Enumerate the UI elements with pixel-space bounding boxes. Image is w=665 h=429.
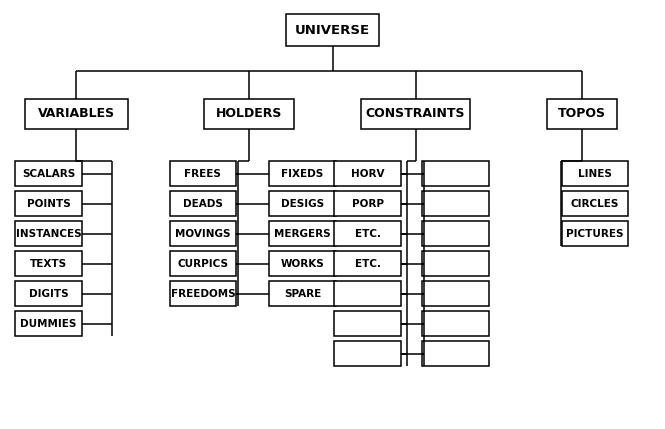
FancyBboxPatch shape bbox=[334, 281, 401, 306]
Text: VARIABLES: VARIABLES bbox=[38, 107, 115, 120]
Text: CIRCLES: CIRCLES bbox=[571, 199, 619, 209]
FancyBboxPatch shape bbox=[25, 99, 128, 129]
Text: CURPICS: CURPICS bbox=[178, 259, 228, 269]
FancyBboxPatch shape bbox=[422, 251, 489, 276]
Text: MOVINGS: MOVINGS bbox=[175, 229, 231, 239]
FancyBboxPatch shape bbox=[334, 341, 401, 366]
FancyBboxPatch shape bbox=[422, 221, 489, 246]
Text: FREES: FREES bbox=[184, 169, 221, 179]
Text: LINES: LINES bbox=[579, 169, 612, 179]
FancyBboxPatch shape bbox=[562, 191, 628, 216]
Text: SCALARS: SCALARS bbox=[22, 169, 75, 179]
FancyBboxPatch shape bbox=[170, 251, 236, 276]
FancyBboxPatch shape bbox=[15, 191, 82, 216]
FancyBboxPatch shape bbox=[269, 281, 336, 306]
FancyBboxPatch shape bbox=[422, 341, 489, 366]
Text: DESIGS: DESIGS bbox=[281, 199, 324, 209]
Text: ETC.: ETC. bbox=[354, 259, 381, 269]
FancyBboxPatch shape bbox=[422, 191, 489, 216]
FancyBboxPatch shape bbox=[269, 221, 336, 246]
Text: PICTURES: PICTURES bbox=[567, 229, 624, 239]
FancyBboxPatch shape bbox=[334, 161, 401, 186]
Text: FREEDOMS: FREEDOMS bbox=[170, 289, 235, 299]
Text: WORKS: WORKS bbox=[281, 259, 325, 269]
Text: TOPOS: TOPOS bbox=[558, 107, 606, 120]
Text: ETC.: ETC. bbox=[354, 229, 381, 239]
Text: POINTS: POINTS bbox=[27, 199, 70, 209]
Text: DEADS: DEADS bbox=[183, 199, 223, 209]
Text: FIXEDS: FIXEDS bbox=[281, 169, 324, 179]
Text: PORP: PORP bbox=[352, 199, 384, 209]
FancyBboxPatch shape bbox=[562, 161, 628, 186]
FancyBboxPatch shape bbox=[15, 221, 82, 246]
FancyBboxPatch shape bbox=[170, 281, 236, 306]
FancyBboxPatch shape bbox=[562, 221, 628, 246]
Text: INSTANCES: INSTANCES bbox=[16, 229, 81, 239]
Text: CONSTRAINTS: CONSTRAINTS bbox=[366, 107, 466, 120]
FancyBboxPatch shape bbox=[422, 161, 489, 186]
FancyBboxPatch shape bbox=[360, 99, 471, 129]
FancyBboxPatch shape bbox=[170, 221, 236, 246]
FancyBboxPatch shape bbox=[269, 251, 336, 276]
FancyBboxPatch shape bbox=[334, 311, 401, 336]
FancyBboxPatch shape bbox=[286, 14, 379, 46]
FancyBboxPatch shape bbox=[269, 161, 336, 186]
Text: HORV: HORV bbox=[351, 169, 384, 179]
FancyBboxPatch shape bbox=[422, 281, 489, 306]
FancyBboxPatch shape bbox=[205, 99, 294, 129]
FancyBboxPatch shape bbox=[334, 191, 401, 216]
Text: MERGERS: MERGERS bbox=[274, 229, 331, 239]
FancyBboxPatch shape bbox=[170, 161, 236, 186]
FancyBboxPatch shape bbox=[15, 251, 82, 276]
FancyBboxPatch shape bbox=[422, 311, 489, 336]
Text: SPARE: SPARE bbox=[284, 289, 321, 299]
Text: HOLDERS: HOLDERS bbox=[216, 107, 283, 120]
FancyBboxPatch shape bbox=[15, 311, 82, 336]
FancyBboxPatch shape bbox=[334, 221, 401, 246]
FancyBboxPatch shape bbox=[15, 161, 82, 186]
Text: DUMMIES: DUMMIES bbox=[21, 319, 76, 329]
Text: UNIVERSE: UNIVERSE bbox=[295, 24, 370, 36]
FancyBboxPatch shape bbox=[170, 191, 236, 216]
FancyBboxPatch shape bbox=[15, 281, 82, 306]
Text: DIGITS: DIGITS bbox=[29, 289, 68, 299]
FancyBboxPatch shape bbox=[269, 191, 336, 216]
FancyBboxPatch shape bbox=[547, 99, 617, 129]
FancyBboxPatch shape bbox=[334, 251, 401, 276]
Text: TEXTS: TEXTS bbox=[30, 259, 67, 269]
